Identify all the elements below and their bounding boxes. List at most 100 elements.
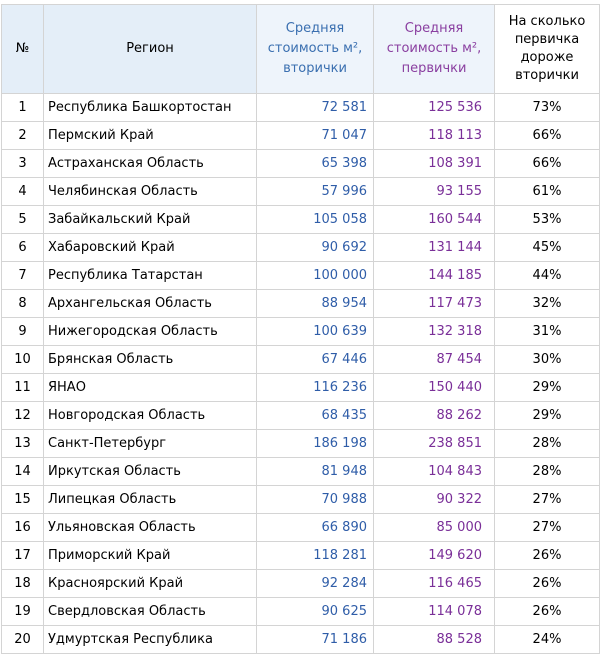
row-percent: 66%: [494, 121, 600, 150]
row-primary-price: 125 536: [373, 93, 495, 122]
row-region: Забайкальский Край: [43, 205, 257, 234]
row-secondary-price: 71 186: [256, 625, 374, 654]
table-row: 15 Липецкая Область 70 988 90 322 27%: [1, 485, 600, 514]
row-percent: 44%: [494, 261, 600, 290]
row-primary-price: 150 440: [373, 373, 495, 402]
header-percent-difference: На сколько первичка дороже вторички: [494, 4, 600, 94]
row-number: 4: [1, 177, 44, 206]
row-percent: 32%: [494, 289, 600, 318]
row-percent: 28%: [494, 429, 600, 458]
row-percent: 30%: [494, 345, 600, 374]
row-percent: 26%: [494, 541, 600, 570]
row-primary-price: 131 144: [373, 233, 495, 262]
row-primary-price: 116 465: [373, 569, 495, 598]
row-percent: 31%: [494, 317, 600, 346]
table-row: 2 Пермский Край 71 047 118 113 66%: [1, 121, 600, 150]
row-secondary-price: 92 284: [256, 569, 374, 598]
row-primary-price: 144 185: [373, 261, 495, 290]
row-percent: 29%: [494, 373, 600, 402]
row-secondary-price: 116 236: [256, 373, 374, 402]
row-percent: 28%: [494, 457, 600, 486]
header-number: №: [1, 4, 44, 94]
row-number: 2: [1, 121, 44, 150]
header-percent-line-4: вторички: [515, 68, 579, 83]
row-secondary-price: 71 047: [256, 121, 374, 150]
row-primary-price: 104 843: [373, 457, 495, 486]
header-secondary-price: Средняя стоимость м², вторички: [256, 4, 374, 94]
row-region: Липецкая Область: [43, 485, 257, 514]
row-secondary-price: 81 948: [256, 457, 374, 486]
row-secondary-price: 68 435: [256, 401, 374, 430]
header-primary-price: Средняя стоимость м², первички: [373, 4, 495, 94]
row-primary-price: 108 391: [373, 149, 495, 178]
row-secondary-price: 70 988: [256, 485, 374, 514]
header-primary-line-2: стоимость м²,: [386, 41, 482, 56]
row-region: Республика Башкортостан: [43, 93, 257, 122]
row-percent: 26%: [494, 569, 600, 598]
table-row: 9 Нижегородская Область 100 639 132 318 …: [1, 317, 600, 346]
row-number: 8: [1, 289, 44, 318]
table-row: 4 Челябинская Область 57 996 93 155 61%: [1, 177, 600, 206]
header-secondary-line-2: стоимость м²,: [267, 41, 363, 56]
row-primary-price: 85 000: [373, 513, 495, 542]
row-primary-price: 132 318: [373, 317, 495, 346]
row-number: 15: [1, 485, 44, 514]
row-secondary-price: 72 581: [256, 93, 374, 122]
row-primary-price: 238 851: [373, 429, 495, 458]
header-row: № Регион Средняя стоимость м², вторички …: [1, 4, 600, 94]
row-secondary-price: 57 996: [256, 177, 374, 206]
row-secondary-price: 88 954: [256, 289, 374, 318]
row-secondary-price: 105 058: [256, 205, 374, 234]
row-secondary-price: 100 000: [256, 261, 374, 290]
row-percent: 27%: [494, 513, 600, 542]
row-primary-price: 149 620: [373, 541, 495, 570]
table-row: 3 Астраханская Область 65 398 108 391 66…: [1, 149, 600, 178]
header-secondary-line-3: вторички: [283, 61, 347, 76]
row-region: Хабаровский Край: [43, 233, 257, 262]
row-region: Новгородская Область: [43, 401, 257, 430]
row-percent: 45%: [494, 233, 600, 262]
row-number: 5: [1, 205, 44, 234]
header-percent-line-2: первичка: [514, 32, 580, 47]
table-row: 1 Республика Башкортостан 72 581 125 536…: [1, 93, 600, 122]
row-percent: 73%: [494, 93, 600, 122]
row-number: 7: [1, 261, 44, 290]
row-number: 1: [1, 93, 44, 122]
row-region: Пермский Край: [43, 121, 257, 150]
row-percent: 26%: [494, 597, 600, 626]
row-number: 16: [1, 513, 44, 542]
row-primary-price: 88 528: [373, 625, 495, 654]
row-secondary-price: 90 625: [256, 597, 374, 626]
row-number: 11: [1, 373, 44, 402]
table-row: 11 ЯНАО 116 236 150 440 29%: [1, 373, 600, 402]
row-percent: 66%: [494, 149, 600, 178]
row-region: Нижегородская Область: [43, 317, 257, 346]
row-number: 20: [1, 625, 44, 654]
row-number: 10: [1, 345, 44, 374]
header-primary-line-1: Средняя: [404, 21, 464, 36]
table-body: 1 Республика Башкортостан 72 581 125 536…: [1, 93, 600, 654]
row-region: Республика Татарстан: [43, 261, 257, 290]
header-primary-line-3: первички: [401, 61, 467, 76]
table-row: 18 Красноярский Край 92 284 116 465 26%: [1, 569, 600, 598]
row-primary-price: 118 113: [373, 121, 495, 150]
row-region: Ульяновская Область: [43, 513, 257, 542]
table-row: 14 Иркутская Область 81 948 104 843 28%: [1, 457, 600, 486]
row-number: 19: [1, 597, 44, 626]
row-region: Свердловская Область: [43, 597, 257, 626]
row-region: Иркутская Область: [43, 457, 257, 486]
header-percent-line-1: На сколько: [508, 14, 586, 29]
table-row: 10 Брянская Область 67 446 87 454 30%: [1, 345, 600, 374]
header-secondary-line-1: Средняя: [285, 21, 345, 36]
table-row: 6 Хабаровский Край 90 692 131 144 45%: [1, 233, 600, 262]
table-row: 13 Санкт-Петербург 186 198 238 851 28%: [1, 429, 600, 458]
row-region: Удмуртская Республика: [43, 625, 257, 654]
row-percent: 53%: [494, 205, 600, 234]
row-primary-price: 88 262: [373, 401, 495, 430]
row-number: 12: [1, 401, 44, 430]
row-region: Челябинская Область: [43, 177, 257, 206]
table-row: 7 Республика Татарстан 100 000 144 185 4…: [1, 261, 600, 290]
table-row: 19 Свердловская Область 90 625 114 078 2…: [1, 597, 600, 626]
row-percent: 29%: [494, 401, 600, 430]
row-number: 18: [1, 569, 44, 598]
